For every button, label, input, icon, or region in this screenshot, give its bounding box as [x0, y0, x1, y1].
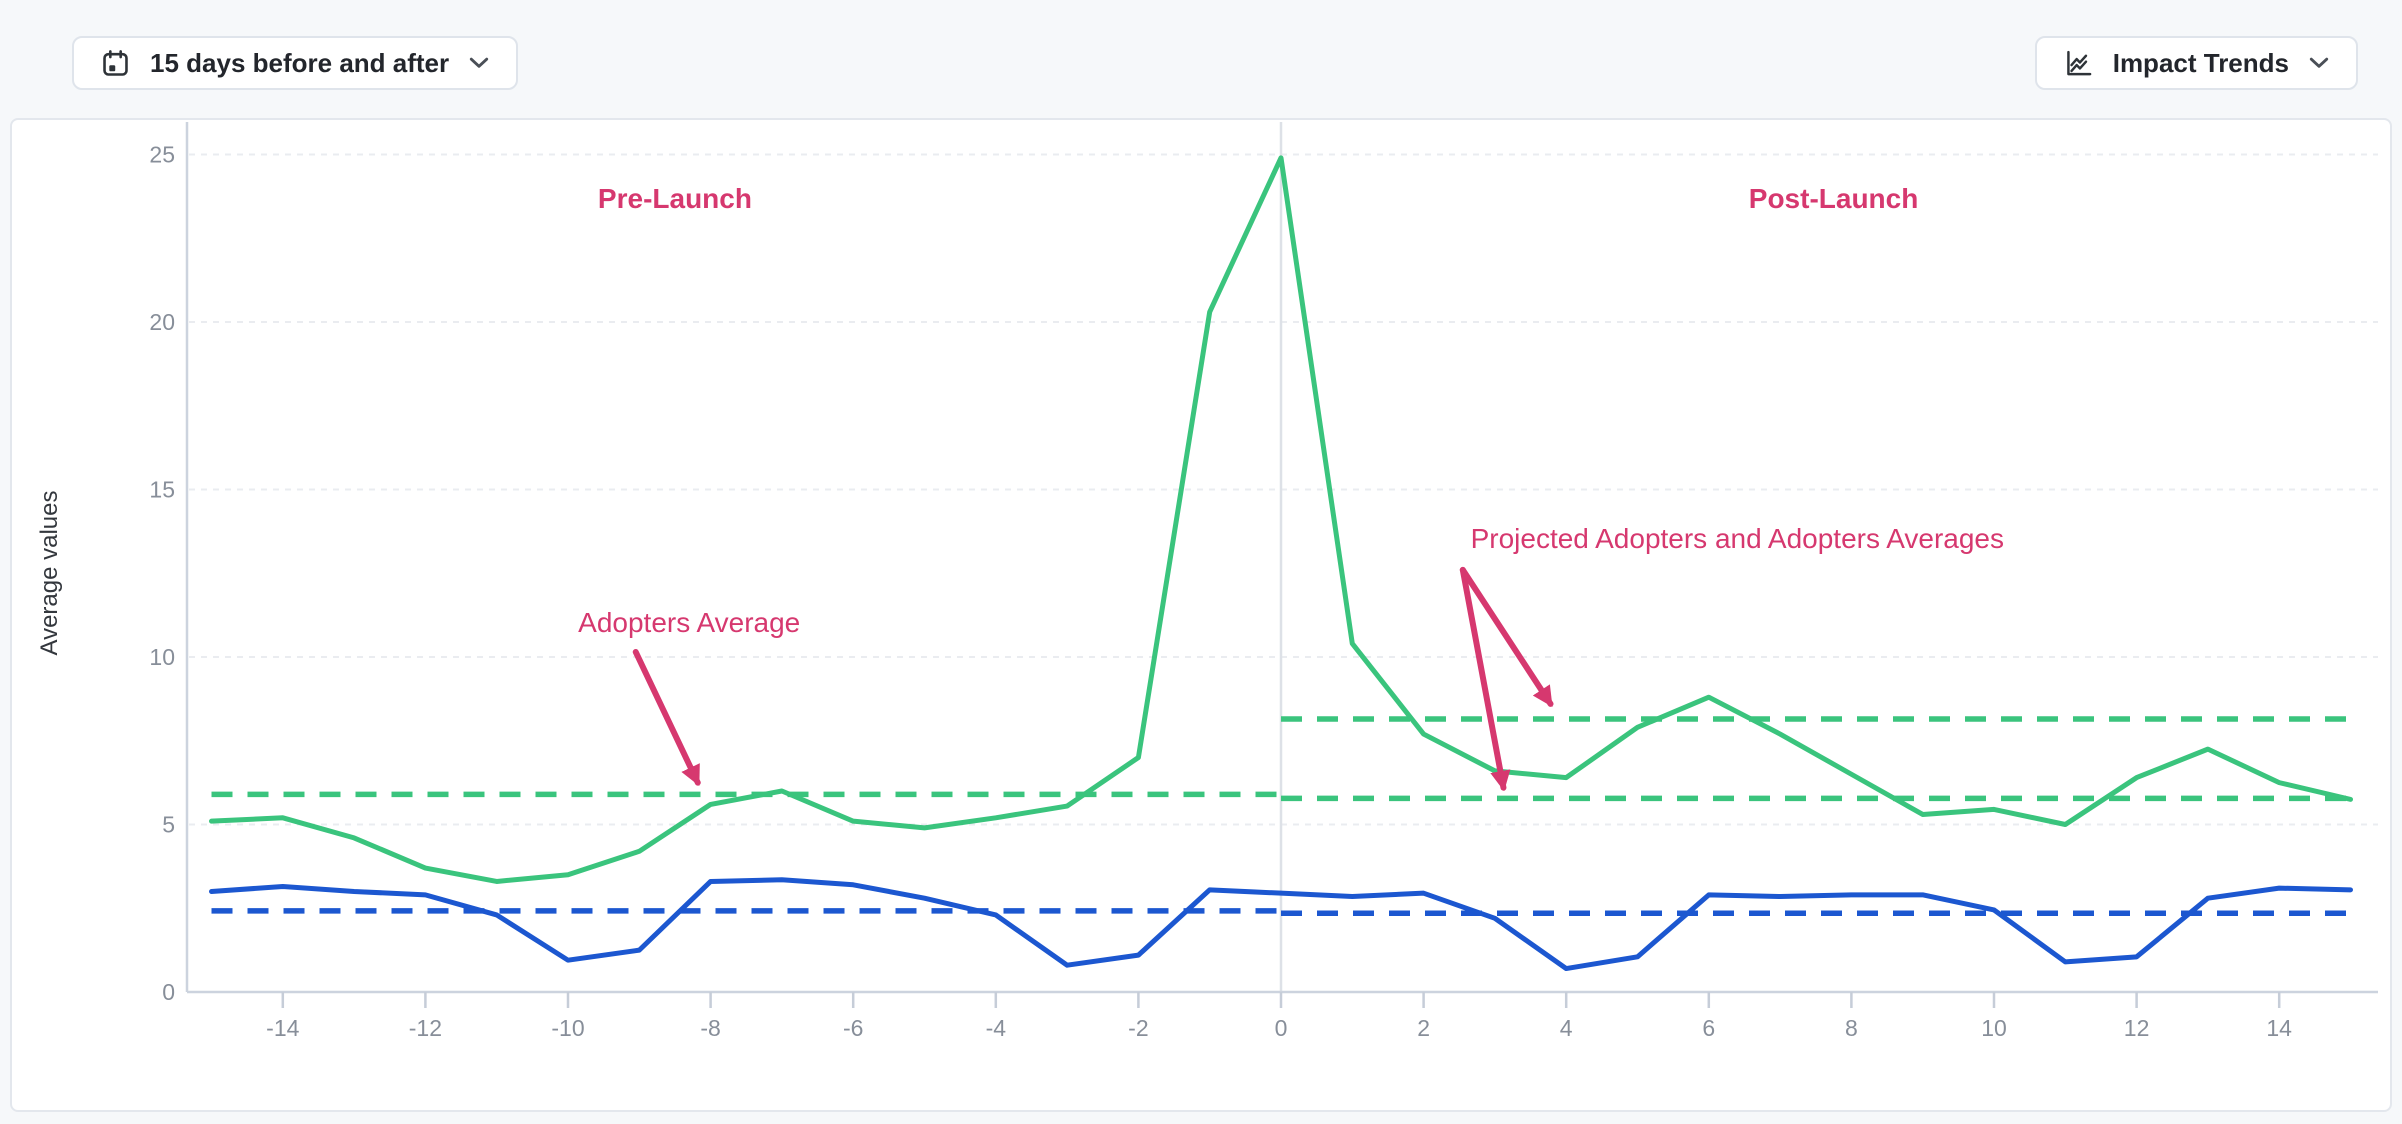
annotation-arrow: [1459, 566, 1511, 792]
x-tick-label: -14: [266, 1015, 299, 1041]
annotation-text: Post-Launch: [1749, 183, 1919, 214]
x-tick-label: 8: [1845, 1015, 1858, 1041]
axes: [185, 122, 2378, 994]
x-tick-label: -10: [551, 1015, 584, 1041]
chevron-down-icon: [468, 56, 490, 70]
y-tick-label: 10: [149, 644, 175, 670]
y-tick-label: 0: [162, 979, 175, 1005]
annotation-text: Projected Adopters and Adopters Averages: [1471, 523, 2004, 554]
x-axis-ticks: -14 -12 -10 -8 -6 -4 -2 0 2 4 6 8 10 12 14: [266, 992, 2292, 1041]
annotation-post-launch-label: Post-Launch: [1749, 183, 1919, 214]
y-gridlines: [189, 153, 2378, 826]
x-tick-label: -12: [409, 1015, 442, 1041]
x-tick-label: 4: [1560, 1015, 1573, 1041]
x-tick-label: 2: [1417, 1015, 1430, 1041]
y-tick-label: 5: [162, 812, 175, 838]
annotation-pre-launch-label: Pre-Launch: [598, 183, 752, 214]
x-tick-label: 0: [1275, 1015, 1288, 1041]
x-tick-label: -2: [1128, 1015, 1148, 1041]
date-range-button[interactable]: 15 days before and after: [72, 36, 519, 90]
series-projected-adopters: [209, 877, 2353, 972]
x-tick-label: -4: [986, 1015, 1007, 1041]
x-tick-label: -8: [700, 1015, 720, 1041]
calendar-icon: [100, 48, 131, 79]
impact-trends-label: Impact Trends: [2112, 47, 2289, 78]
y-axis-title: Average values: [36, 491, 63, 656]
y-tick-label: 25: [149, 142, 175, 168]
chart-panel: [10, 118, 2392, 1112]
x-tick-label: 10: [1981, 1015, 2007, 1041]
x-tick-label: 14: [2266, 1015, 2292, 1041]
date-range-label: 15 days before and after: [150, 47, 450, 78]
x-tick-label: 12: [2124, 1015, 2150, 1041]
annotation-text: Adopters Average: [578, 607, 800, 638]
y-axis-title: Average values: [36, 491, 63, 656]
annotation-adopters-average-label: Adopters Average: [578, 607, 800, 786]
annotation-arrow: [632, 648, 701, 786]
impact-trends-button[interactable]: Impact Trends: [2034, 36, 2358, 90]
annotation-arrow: [1459, 566, 1554, 707]
chevron-down-icon: [2308, 56, 2330, 70]
annotation-text: Pre-Launch: [598, 183, 752, 214]
annotation-projected-adopters-label: Projected Adopters and Adopters Averages: [1459, 523, 2004, 792]
series-adopters: [209, 155, 2353, 884]
x-tick-label: -6: [843, 1015, 863, 1041]
toolbar: 15 days before and after Impact Trends: [72, 36, 2358, 90]
y-axis-labels: 0 5 10 15 20 25: [149, 142, 175, 1006]
x-tick-label: 6: [1702, 1015, 1715, 1041]
y-tick-label: 15: [149, 477, 175, 503]
y-tick-label: 20: [149, 309, 175, 335]
line-chart-icon: [2063, 48, 2094, 79]
